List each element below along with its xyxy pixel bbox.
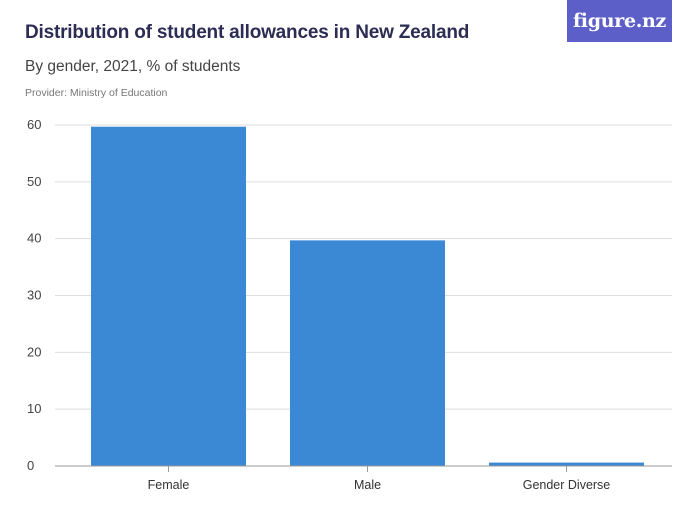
y-tick-label: 20 — [27, 344, 41, 359]
chart-title: Distribution of student allowances in Ne… — [25, 22, 470, 43]
y-axis-ticks: 0 10 20 30 40 50 60 — [27, 117, 41, 473]
x-category-label: Male — [354, 478, 381, 492]
y-tick-label: 40 — [27, 231, 41, 246]
bars — [91, 126, 644, 466]
y-tick-label: 60 — [27, 117, 41, 132]
x-axis: Female Male Gender Diverse — [55, 465, 672, 492]
y-tick-label: 50 — [27, 174, 41, 189]
y-tick-label: 0 — [27, 458, 34, 473]
x-category-label: Female — [148, 478, 190, 492]
bar-male[interactable] — [290, 240, 445, 466]
figure-nz-logo[interactable]: figure.nz — [567, 0, 672, 42]
chart-subtitle: By gender, 2021, % of students — [25, 58, 241, 75]
x-category-label: Gender Diverse — [523, 478, 611, 492]
provider-note: Provider: Ministry of Education — [25, 87, 168, 99]
bar-female[interactable] — [91, 126, 246, 466]
bar-gender-diverse[interactable] — [489, 462, 644, 466]
y-tick-label: 10 — [27, 401, 41, 416]
y-tick-label: 30 — [27, 288, 41, 303]
